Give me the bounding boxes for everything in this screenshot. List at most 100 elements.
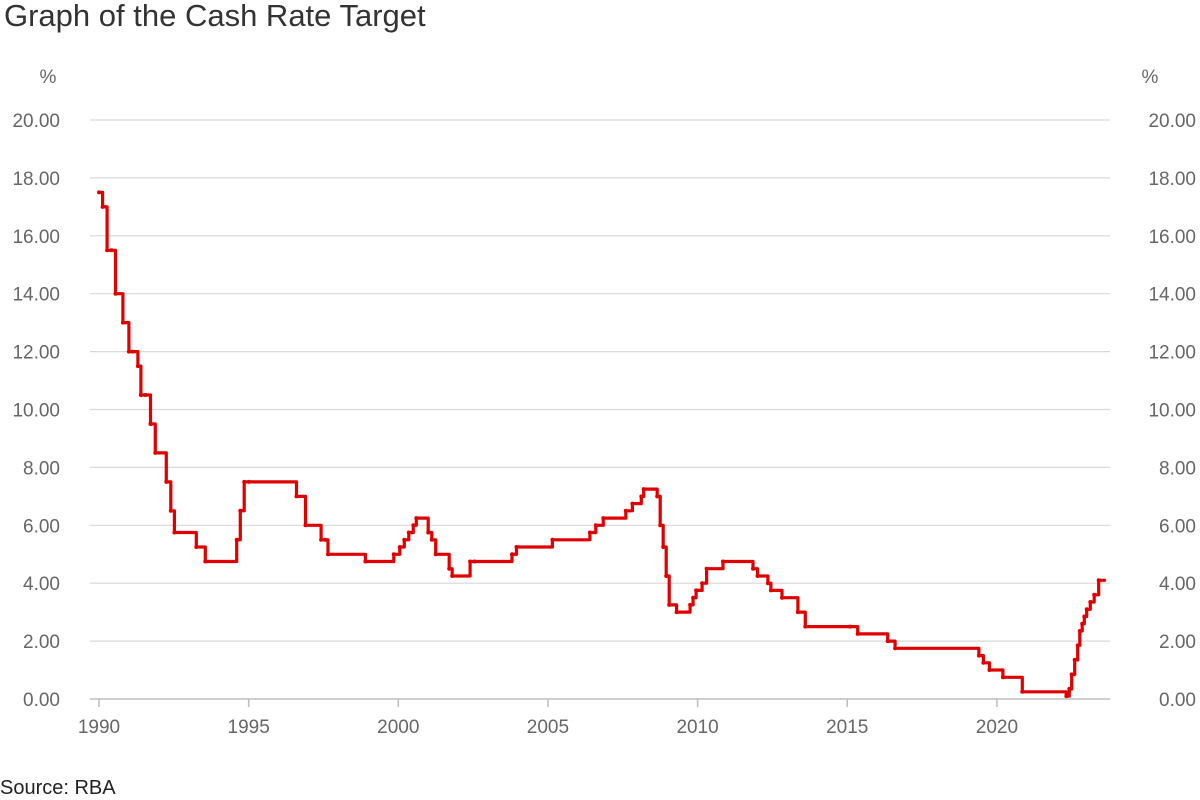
data-point <box>1077 629 1082 633</box>
data-point <box>319 537 324 542</box>
data-point <box>694 588 699 593</box>
data-point <box>780 595 784 600</box>
data-point <box>1067 686 1072 691</box>
data-point <box>688 602 693 607</box>
data-point <box>704 566 709 571</box>
y-tick-left-3: 6.00 <box>23 516 60 537</box>
y-tick-right-3: 6.00 <box>1159 516 1196 537</box>
data-point <box>1064 694 1069 699</box>
chart-title: Graph of the Cash Rate Target <box>4 0 426 33</box>
data-point <box>751 566 755 571</box>
data-point <box>641 487 646 492</box>
data-point <box>1020 689 1025 694</box>
data-point <box>510 552 514 557</box>
data-point <box>100 204 105 209</box>
data-point <box>238 508 243 513</box>
data-point <box>113 291 118 296</box>
data-point <box>391 552 396 557</box>
data-point <box>1096 578 1101 583</box>
x-tick-label-1: 1995 <box>228 717 270 738</box>
data-point <box>1092 592 1097 597</box>
data-point <box>1000 675 1005 680</box>
y-tick-left-1: 2.00 <box>23 632 60 653</box>
data-point <box>426 530 431 535</box>
y-tick-right-8: 16.00 <box>1148 227 1196 248</box>
data-point <box>414 516 419 521</box>
y-axis-left: 0.00 2.00 4.00 6.00 8.00 10.00 12.00 14.00 16.00… <box>12 111 60 711</box>
data-point <box>363 559 368 564</box>
data-point <box>172 530 177 535</box>
data-point <box>721 559 725 564</box>
data-point <box>97 190 101 195</box>
data-point <box>326 552 330 557</box>
data-point <box>795 610 800 615</box>
data-point <box>1072 657 1077 662</box>
data-point <box>655 494 660 499</box>
y-tick-left-9: 18.00 <box>12 169 60 190</box>
x-tick-label-2: 2000 <box>377 717 419 738</box>
y-tick-right-9: 18.00 <box>1148 169 1196 190</box>
data-point <box>153 450 158 455</box>
data-point <box>246 479 251 484</box>
data-point <box>472 559 477 564</box>
y-tick-right-10: 20.00 <box>1148 111 1196 132</box>
data-point <box>848 624 853 629</box>
data-point <box>981 660 986 665</box>
data-point <box>1082 614 1087 619</box>
data-point <box>135 364 140 369</box>
unit-left: % <box>40 67 57 88</box>
data-point <box>755 574 760 578</box>
data-point <box>148 422 153 426</box>
y-tick-left-5: 10.00 <box>12 401 60 422</box>
x-axis: 1990 1995 2000 2005 2010 2015 2020 <box>78 699 1018 738</box>
data-point <box>691 595 696 600</box>
y-tick-right-4: 8.00 <box>1159 458 1196 479</box>
data-point <box>242 479 247 484</box>
x-tick-label-0: 1990 <box>78 717 120 738</box>
series-line-0 <box>97 190 1107 698</box>
data-point <box>406 530 411 535</box>
y-tick-right-2: 4.00 <box>1159 574 1196 595</box>
data-point <box>143 393 148 397</box>
y-tick-right-6: 12.00 <box>1148 343 1196 364</box>
data-point <box>1084 607 1089 612</box>
y-tick-right-1: 2.00 <box>1159 632 1196 653</box>
data-point <box>105 248 110 253</box>
data-point <box>234 537 239 542</box>
x-tick-label-3: 2005 <box>527 717 569 738</box>
data-point <box>658 523 663 528</box>
data-point <box>623 508 628 513</box>
data-point <box>402 537 407 542</box>
data-point <box>203 559 208 564</box>
data-point <box>168 508 173 513</box>
unit-right: % <box>1142 67 1159 88</box>
data-point <box>601 516 606 521</box>
y-tick-left-0: 0.00 <box>23 690 60 711</box>
data-point <box>661 545 666 549</box>
data-point <box>664 574 669 578</box>
data-point <box>130 349 135 354</box>
data-point <box>138 393 143 397</box>
y-axis-right: 0.00 2.00 4.00 6.00 8.00 10.00 12.00 14.00 16.00… <box>1148 111 1196 711</box>
data-point <box>630 501 635 506</box>
data-point <box>639 494 644 499</box>
x-tick-label-4: 2010 <box>676 717 718 738</box>
data-point <box>1080 621 1085 626</box>
data-point <box>194 545 199 549</box>
data-point <box>1069 672 1074 677</box>
x-tick-label-5: 2015 <box>826 717 868 738</box>
data-point <box>667 602 672 607</box>
data-point <box>700 581 705 586</box>
data-point <box>768 588 773 593</box>
y-tick-left-6: 12.00 <box>12 343 60 364</box>
data-point <box>429 537 434 542</box>
data-point <box>593 523 598 528</box>
data-point <box>1075 643 1080 648</box>
data-point <box>450 574 455 578</box>
data-point <box>164 479 169 484</box>
data-point <box>109 248 114 253</box>
data-point <box>120 320 125 325</box>
grid-lines <box>90 119 1110 700</box>
data-point <box>447 566 452 571</box>
